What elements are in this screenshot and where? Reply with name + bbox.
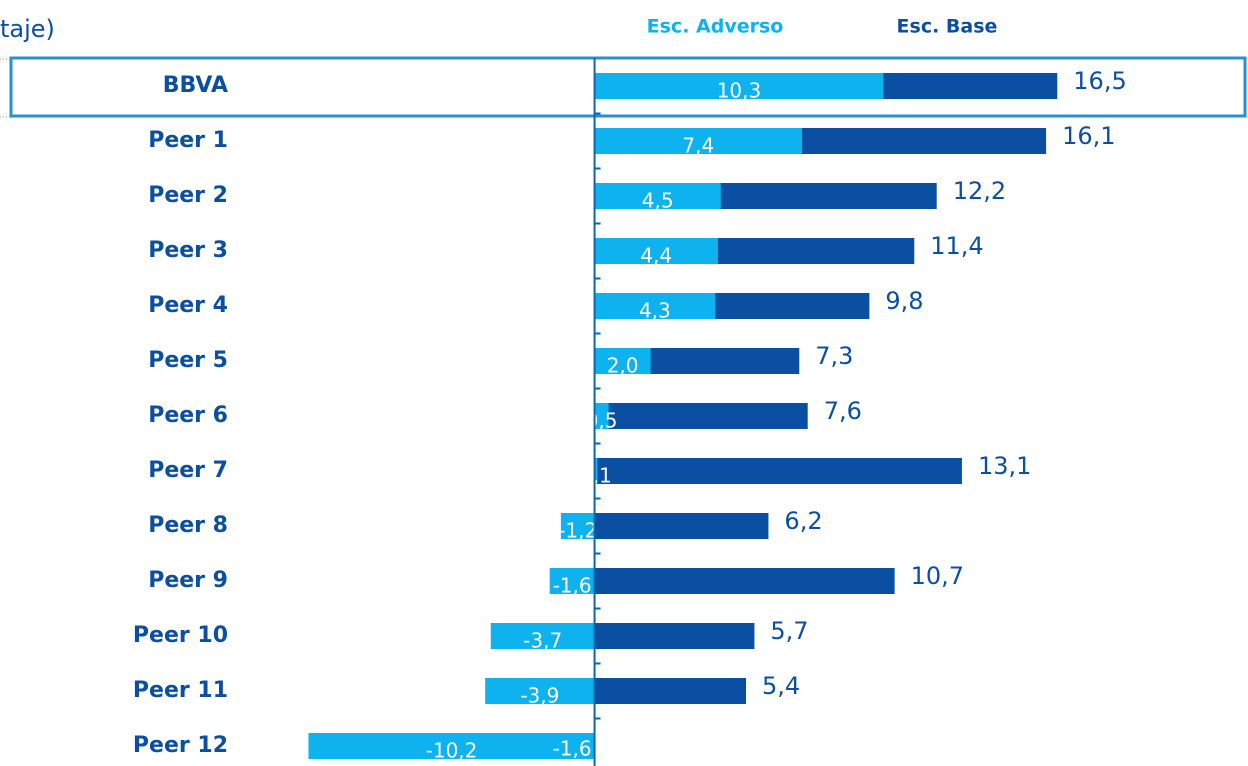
legend-label: Esc. Base [897,16,998,38]
category-label: Peer 1 [148,128,228,153]
value-label: 4,3 [639,299,671,323]
category-label: Peer 5 [148,348,228,373]
bar [594,238,718,264]
value-label: 10,7 [911,562,964,590]
value-label: 4,5 [642,189,674,213]
bar [308,733,595,759]
category-label: Peer 10 [133,623,228,648]
bar [594,568,895,594]
bar [594,403,609,429]
value-label: -10,2 [426,739,478,763]
highlight-box [9,56,1247,118]
value-label: 12,2 [953,177,1006,205]
value-label: 5,7 [770,617,808,645]
category-label: Peer 12 [133,733,228,758]
value-label: -1,6 [553,574,592,598]
bar [594,513,769,539]
bar [549,568,595,594]
category-label: Peer 3 [148,238,228,263]
category-label: Peer 2 [148,183,228,208]
value-label: -1,6 [553,737,592,761]
value-label: 16,5 [1073,67,1126,95]
value-label: 4,4 [640,244,672,268]
bar [594,128,803,154]
bar [594,183,721,209]
category-label: Peer 9 [148,568,228,593]
value-label: -3,7 [523,629,562,653]
value-label: 7,4 [682,134,714,158]
bar [594,293,716,319]
category-label: Peer 6 [148,403,228,428]
bar [594,403,808,429]
value-label: 0,1 [580,464,612,488]
value-label: 7,3 [815,342,853,370]
value-label: 16,1 [1062,122,1115,150]
bar [594,623,755,649]
bar [594,678,746,704]
bar [594,348,651,374]
bar [594,458,598,484]
category-label: Peer 11 [133,678,228,703]
bar [594,73,884,99]
value-label: 13,1 [978,452,1031,480]
bar [594,458,962,484]
value-label: -3,9 [520,684,559,708]
bar [490,623,595,649]
value-label: 9,8 [885,287,923,315]
category-label: Peer 8 [148,513,228,538]
value-label: 6,2 [784,507,822,535]
value-label: 10,3 [717,79,762,103]
bar [485,678,595,704]
value-label: 11,4 [930,232,983,260]
subtitle: taje) [0,15,55,43]
category-label: BBVA [163,73,228,98]
bar [560,513,595,539]
category-label: Peer 7 [148,458,228,483]
value-label: 5,4 [762,672,800,700]
legend-label: Esc. Adverso [647,16,784,38]
value-label: -1,2 [558,519,597,543]
value-label: 7,6 [824,397,862,425]
value-label: 2,0 [607,354,639,378]
category-label: Peer 4 [148,293,228,318]
value-label: 0,5 [586,409,618,433]
